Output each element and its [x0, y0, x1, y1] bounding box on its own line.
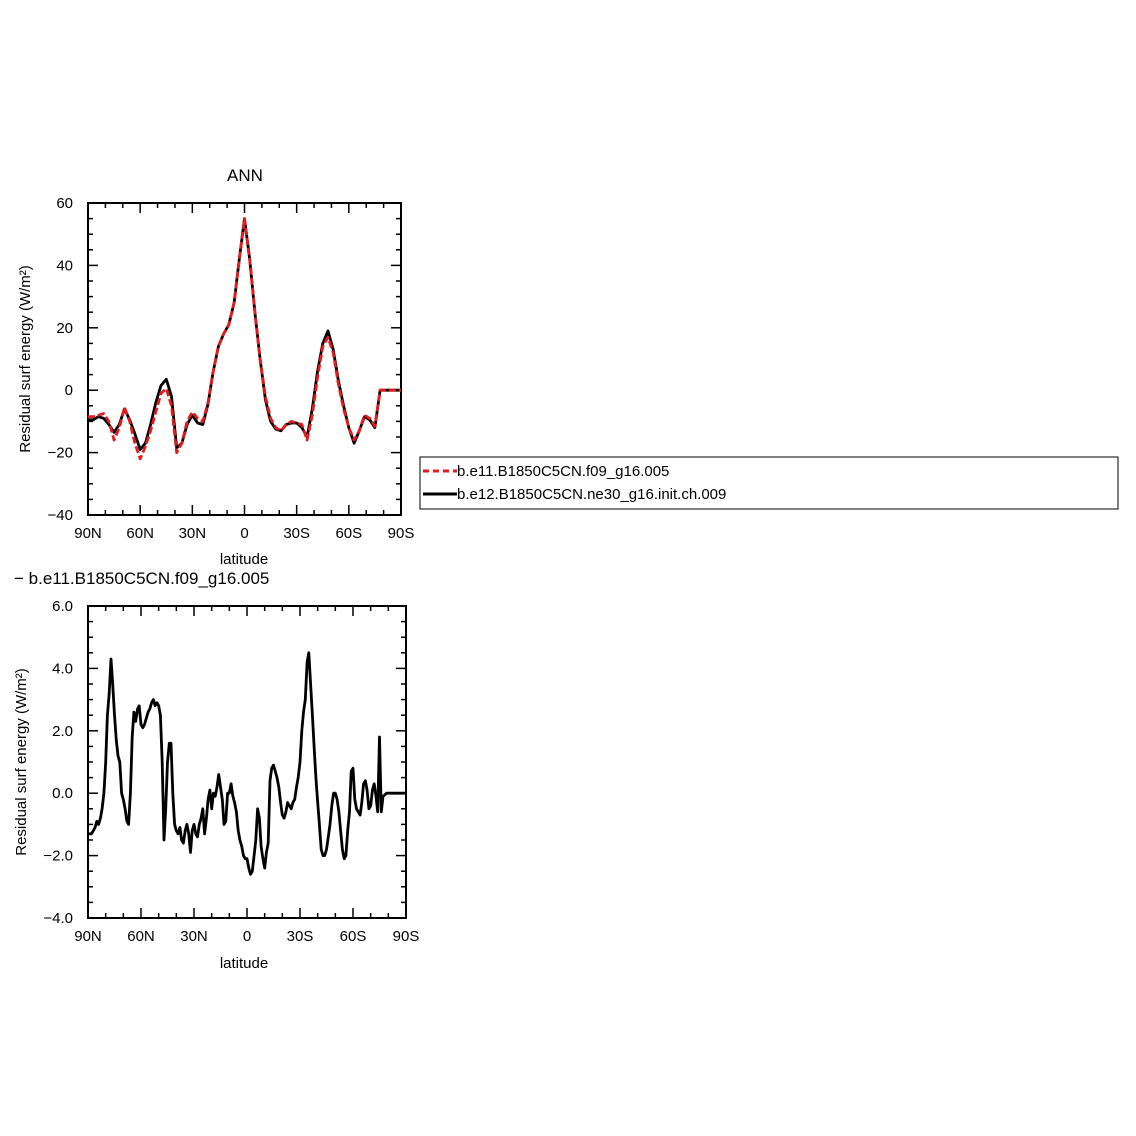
- x-tick-label: 0: [240, 525, 248, 542]
- x-tick-label: 30N: [180, 928, 208, 945]
- y-tick-label: 0.0: [52, 785, 73, 802]
- x-tick-labels: 90N 60N 30N 0 30S 60S 90S: [74, 928, 419, 945]
- plot-frame: [87, 202, 402, 516]
- x-tick-labels: 90N 60N 30N 0 30S 60S 90S: [74, 525, 414, 542]
- difference-title: − b.e11.B1850C5CN.f09_g16.005: [14, 569, 269, 588]
- x-tick-label: 90N: [74, 525, 102, 542]
- y-tick-label: 6.0: [52, 598, 73, 615]
- x-tick-label: 30S: [287, 928, 314, 945]
- x-tick-label: 90N: [74, 928, 102, 945]
- y-tick-label: 0: [65, 382, 73, 399]
- y-axis-label: Residual surf energy (W/m²): [17, 265, 34, 453]
- x-tick-label: 0: [243, 928, 251, 945]
- y-tick-label: −2.0: [43, 848, 73, 865]
- y-tick-label: −40: [48, 507, 73, 524]
- bottom-panel: − b.e11.B1850C5CN.f09_g16.005 90N 60N 30N 0…: [13, 569, 419, 972]
- x-tick-label: 30N: [179, 525, 207, 542]
- series-line: [88, 217, 401, 461]
- series-line: [88, 217, 401, 451]
- legend-box: [419, 456, 1119, 510]
- series-group: [88, 217, 401, 461]
- y-tick-label: 20: [56, 320, 73, 337]
- legend: b.e11.B1850C5CN.f09_g16.005 b.e12.B1850C…: [419, 456, 1119, 510]
- x-tick-label: 30S: [283, 525, 310, 542]
- series-line: [88, 651, 406, 876]
- y-tick-label: 60: [56, 195, 73, 212]
- series-group: [88, 651, 406, 876]
- x-tick-label: 60N: [126, 525, 154, 542]
- x-axis-label: latitude: [220, 551, 268, 568]
- x-tick-label: 60S: [335, 525, 362, 542]
- y-tick-label: 4.0: [52, 660, 73, 677]
- axis-ticks: [87, 605, 407, 919]
- plot-frame: [87, 605, 407, 919]
- legend-label: b.e12.B1850C5CN.ne30_g16.init.ch.009: [457, 486, 726, 503]
- y-tick-label: 40: [56, 257, 73, 274]
- x-tick-label: 90S: [388, 525, 415, 542]
- x-axis-label: latitude: [220, 955, 268, 972]
- top-panel: ANN 90N 60N 30N 0 30S 60S 90S −40 −20 0 20 40 60 la…: [17, 166, 414, 568]
- x-tick-label: 60S: [340, 928, 367, 945]
- y-axis-label: Residual surf energy (W/m²): [13, 668, 30, 856]
- legend-label: b.e11.B1850C5CN.f09_g16.005: [457, 463, 669, 480]
- y-tick-labels: −40 −20 0 20 40 60: [48, 195, 73, 524]
- y-tick-label: −20: [48, 445, 73, 462]
- axis-ticks: [87, 202, 402, 516]
- chart-title: ANN: [227, 166, 263, 185]
- y-tick-label: 2.0: [52, 723, 73, 740]
- x-tick-label: 60N: [127, 928, 155, 945]
- x-tick-label: 90S: [393, 928, 420, 945]
- y-tick-label: −4.0: [43, 910, 73, 927]
- y-tick-labels: −4.0 −2.0 0.0 2.0 4.0 6.0: [43, 598, 73, 927]
